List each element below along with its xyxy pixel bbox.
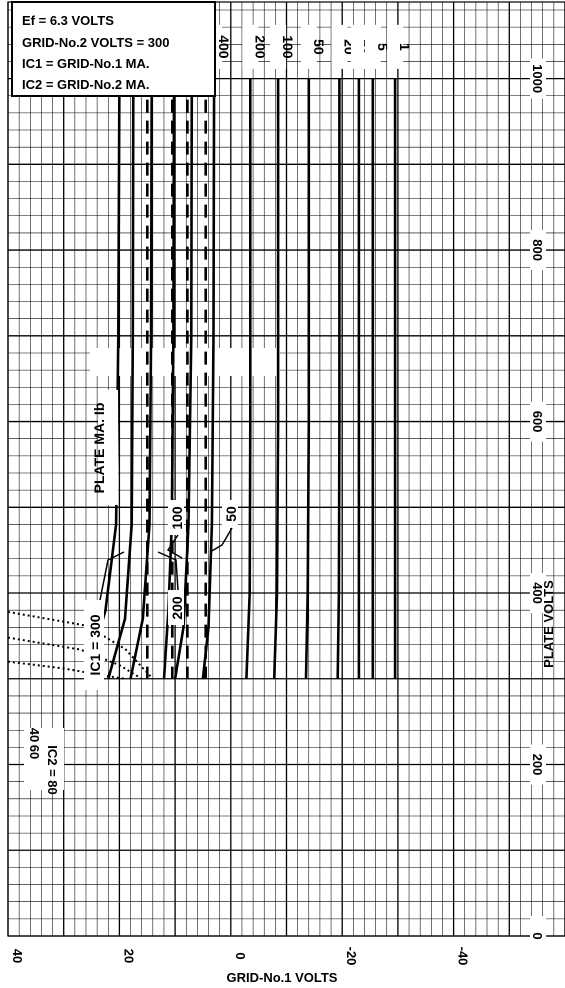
y-tick-label: 0 (530, 932, 545, 939)
x-tick-label: 40 (10, 949, 25, 963)
annotation-bg (24, 728, 64, 790)
curves (7, 78, 397, 680)
ic2-60-label: 60 (27, 745, 42, 759)
plate-label-400: 400 (216, 35, 232, 59)
annotation-bg (84, 600, 104, 690)
plate-label-bg (350, 24, 367, 69)
plate-curve-1000 (129, 78, 153, 680)
x-tick-label: 0 (233, 952, 248, 959)
ic1-100-label: 100 (169, 506, 185, 530)
grid-major-lines (7, 1, 565, 937)
ic2-label: IC2 = 80 (45, 745, 60, 795)
plate-ma-label: PLATE MA. Ib (91, 403, 107, 494)
y-tick-label: 400 (530, 582, 545, 604)
legend-line-1: Ef = 6.3 VOLTS (22, 13, 114, 28)
plate-label-5: 5 (375, 43, 391, 51)
plate-curve-200 (245, 78, 252, 679)
annotation-bg (168, 500, 184, 535)
plate-curve-50 (304, 78, 311, 679)
x-tick-label: 20 (121, 949, 136, 963)
y-tick-label: 800 (530, 239, 545, 261)
plate-label-bg (242, 24, 259, 69)
plate-label-bg (331, 24, 348, 69)
plate-label-200: 200 (252, 35, 268, 59)
plate-label-bg (387, 24, 404, 69)
y-tick-bg (530, 744, 546, 785)
y-tick-label: 200 (530, 754, 545, 776)
y-axis-title: PLATE VOLTS (541, 580, 556, 668)
y-tick-label: 600 (530, 411, 545, 433)
plate-label-bg (364, 24, 381, 69)
plate-label-bg (270, 24, 287, 69)
plate-curve-20 (336, 78, 341, 679)
grid2-curve-60 (7, 636, 143, 680)
grid2-curve-40 (7, 610, 154, 680)
annotation-bg (222, 500, 238, 528)
plate-label-1: 1 (397, 43, 413, 51)
legend-box: Ef = 6.3 VOLTS GRID-No.2 VOLTS = 300 IC1… (11, 1, 216, 97)
y-tick-bg (530, 58, 546, 99)
legend-line-2: GRID-No.2 VOLTS = 300 (22, 35, 170, 50)
grid2-curve-80 (7, 660, 126, 680)
arrow (99, 551, 125, 601)
ic1-label: IC1 = 300 (87, 614, 103, 675)
plate-label-50: 50 (311, 39, 327, 55)
annotation-bg (98, 390, 118, 505)
x-tick-label: -20 (344, 947, 359, 966)
plate-label-100: 100 (280, 35, 296, 59)
y-tick-label: 1000 (530, 64, 545, 93)
plate-label-bg (90, 348, 280, 376)
annotation-bg (168, 590, 184, 625)
y-tick-bg (530, 401, 546, 442)
arrow (157, 551, 179, 591)
y-tick-bg (530, 573, 546, 614)
plot-frame (7, 1, 565, 937)
arrow (166, 534, 183, 559)
plate-curve-400 (201, 78, 216, 679)
ic1-50-label: 50 (223, 506, 239, 522)
y-tick-bg (530, 916, 546, 956)
y-tick-bg (530, 230, 546, 271)
plate-label-bg (300, 24, 317, 69)
arrow (209, 527, 233, 553)
x-tick-label: -40 (456, 947, 471, 966)
ic1-200-label: 200 (169, 596, 185, 620)
plate-curve-100 (272, 78, 280, 679)
legend-line-4: IC2 = GRID-No.2 MA. (22, 77, 150, 92)
x-axis-title: GRID-No.1 VOLTS (227, 970, 338, 985)
ic2-40-label: 40 (27, 728, 42, 742)
legend-line-3: IC1 = GRID-No.1 MA. (22, 56, 150, 71)
plate-curve-1200 (107, 78, 135, 680)
